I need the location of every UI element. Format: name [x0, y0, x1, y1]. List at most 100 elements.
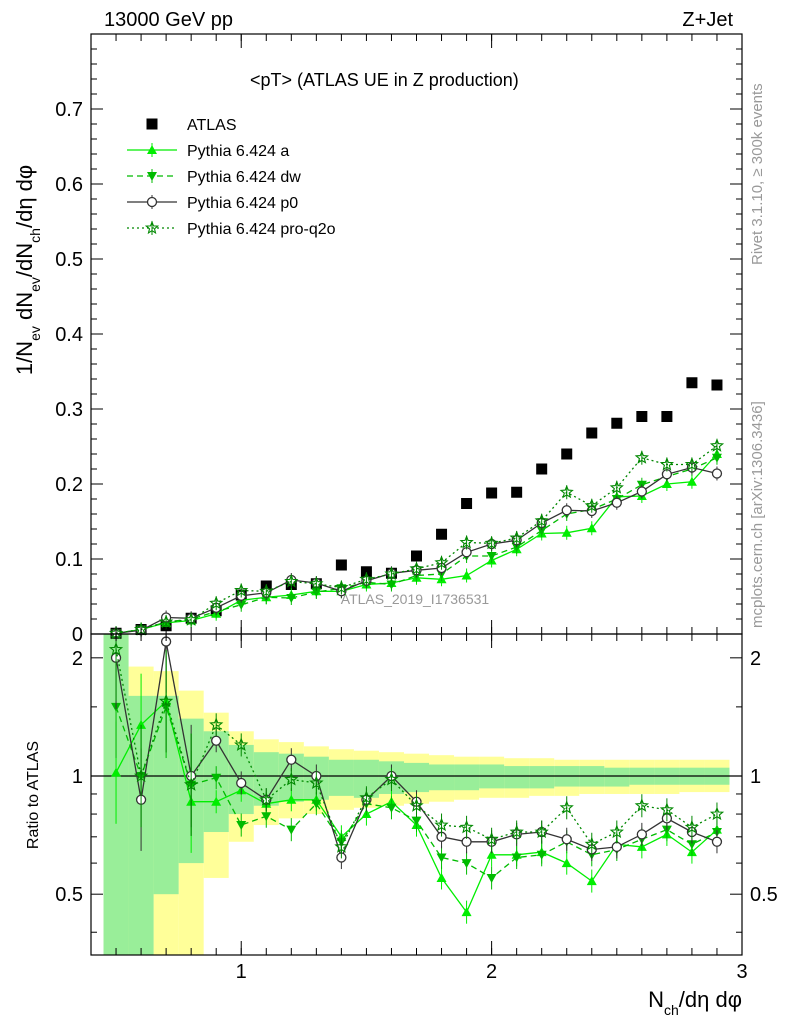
ratio-point-pythia-6-424-pro-q2o	[484, 831, 499, 846]
ratio-point-pythia-6-424-a	[486, 849, 497, 859]
ratio-point-pythia-6-424-dw	[386, 803, 397, 813]
main-point-pythia-6-424-pro-q2o	[684, 457, 700, 471]
ratio-point-pythia-6-424-a	[136, 719, 147, 729]
main-point-pythia-6-424-pro-q2o	[634, 450, 650, 464]
main-point-atlas	[486, 487, 498, 499]
main-point-atlas	[711, 379, 723, 391]
ratio-point-pythia-6-424-pro-q2o	[384, 772, 399, 786]
main-point-pythia-6-424-dw	[486, 552, 497, 561]
ratio-point-pythia-6-424-p0	[236, 777, 247, 789]
ratio-point-pythia-6-424-pro-q2o	[108, 642, 124, 656]
ratio-point-pythia-6-424-pro-q2o	[284, 772, 299, 786]
ratio-point-pythia-6-424-p0	[636, 829, 647, 840]
main-y-tick-label: 0	[72, 624, 83, 646]
ratio-point-pythia-6-424-pro-q2o	[684, 819, 700, 834]
legend-label-pythia-6-424-a: Pythia 6.424 a	[187, 143, 289, 160]
header-right: Z+Jet	[682, 9, 733, 31]
main-point-atlas	[360, 566, 372, 578]
main-point-atlas	[461, 498, 473, 509]
ratio-point-pythia-6-424-pro-q2o	[359, 790, 374, 804]
ratio-point-pythia-6-424-pro-q2o	[183, 777, 199, 791]
main-point-pythia-6-424-pro-q2o	[284, 573, 299, 588]
main-y-tick-label: 0.1	[55, 549, 83, 571]
main-point-pythia-6-424-dw	[711, 453, 722, 463]
main-point-atlas	[411, 550, 422, 562]
ratio-point-pythia-6-424-pro-q2o	[634, 798, 650, 812]
ratio-band-inner	[454, 764, 480, 791]
main-point-pythia-6-424-pro-q2o	[609, 480, 624, 494]
ratio-point-pythia-6-424-p0	[286, 754, 297, 765]
main-point-atlas	[511, 486, 523, 498]
ratio-point-pythia-6-424-a	[111, 767, 122, 777]
ratio-point-pythia-6-424-pro-q2o	[534, 824, 549, 839]
ratio-point-pythia-6-424-dw	[411, 816, 422, 826]
ratio-y-axis-title: Ratio to ATLAS	[25, 741, 42, 849]
main-point-pythia-6-424-dw	[536, 526, 547, 536]
mcplots-label: mcplots.cern.ch [arXiv:1306.3436]	[749, 401, 766, 628]
ratio-point-pythia-6-424-pro-q2o	[609, 824, 624, 839]
main-point-pythia-6-424-pro-q2o	[484, 535, 499, 550]
ratio-y-tick-label: 1	[72, 766, 83, 788]
ratio-y-tick-label-right: 1	[750, 766, 761, 788]
main-point-pythia-6-424-p0	[611, 497, 622, 508]
main-point-atlas	[335, 559, 347, 571]
ratio-point-pythia-6-424-dw	[286, 825, 297, 835]
main-point-pythia-6-424-pro-q2o	[709, 438, 725, 452]
x-tick-label: 3	[736, 961, 747, 983]
ratio-point-pythia-6-424-a	[586, 876, 597, 886]
main-point-pythia-6-424-pro-q2o	[534, 513, 549, 527]
main-point-pythia-6-424-pro-q2o	[334, 579, 349, 594]
rivet-label: Rivet 3.1.10, ≥ 300k events	[749, 83, 766, 265]
main-point-pythia-6-424-dw	[311, 588, 322, 597]
ratio-point-pythia-6-424-p0	[711, 836, 723, 847]
ratio-point-pythia-6-424-dw	[211, 773, 222, 783]
ratio-band-inner	[429, 764, 455, 791]
ratio-band-inner	[504, 766, 530, 789]
ratio-point-pythia-6-424-dw	[436, 853, 447, 863]
ratio-point-pythia-6-424-a	[211, 796, 222, 806]
main-point-pythia-6-424-p0	[561, 505, 572, 516]
ratio-band-inner	[328, 759, 354, 796]
ratio-point-pythia-6-424-pro-q2o	[434, 817, 449, 832]
x-tick-label: 1	[236, 961, 247, 983]
legend-marker-pythia-6-424-dw	[147, 172, 157, 181]
main-y-axis-title: 1/Nev dNev/dNch/dη dφ	[12, 165, 43, 375]
ratio-point-pythia-6-424-pro-q2o	[133, 768, 149, 783]
main-point-pythia-6-424-dw	[511, 543, 522, 552]
main-y-tick-label: 0.7	[55, 99, 83, 121]
ratio-point-pythia-6-424-dw	[461, 859, 472, 869]
ratio-point-pythia-6-424-pro-q2o	[158, 693, 174, 708]
main-point-pythia-6-424-pro-q2o	[209, 595, 224, 610]
legend-label-atlas: ATLAS	[187, 117, 237, 134]
ratio-point-pythia-6-424-p0	[561, 834, 572, 845]
main-point-pythia-6-424-pro-q2o	[183, 612, 199, 626]
main-point-pythia-6-424-a	[686, 476, 697, 486]
main-point-pythia-6-424-a	[561, 527, 572, 537]
ratio-point-pythia-6-424-p0	[611, 841, 622, 853]
ratio-point-pythia-6-424-pro-q2o	[559, 800, 574, 814]
main-point-pythia-6-424-pro-q2o	[409, 561, 424, 575]
main-y-tick-label: 0.2	[55, 474, 83, 496]
main-point-atlas	[661, 411, 673, 422]
legend-marker-pythia-6-424-a	[147, 145, 157, 154]
main-point-pythia-6-424-pro-q2o	[158, 614, 174, 629]
main-point-pythia-6-424-dw	[236, 600, 247, 610]
ratio-point-pythia-6-424-p0	[211, 735, 222, 746]
main-point-pythia-6-424-pro-q2o	[659, 456, 675, 471]
ratio-y-tick-label-right: 0.5	[750, 884, 778, 906]
ratio-y-tick-label: 2	[72, 648, 83, 670]
main-y-tick-label: 0.6	[55, 174, 83, 196]
main-point-pythia-6-424-p0	[711, 468, 723, 479]
main-point-pythia-6-424-p0	[636, 486, 647, 497]
ratio-point-pythia-6-424-pro-q2o	[409, 798, 424, 812]
main-point-pythia-6-424-a	[586, 523, 597, 533]
ratio-y-tick-label-right: 2	[750, 648, 761, 670]
main-point-pythia-6-424-pro-q2o	[584, 498, 599, 512]
header-left: 13000 GeV pp	[104, 9, 233, 31]
legend-label-pythia-6-424-dw: Pythia 6.424 dw	[187, 169, 301, 186]
ratio-point-pythia-6-424-pro-q2o	[459, 819, 474, 834]
main-point-pythia-6-424-pro-q2o	[259, 583, 274, 598]
legend-marker-atlas	[146, 118, 158, 130]
ratio-point-pythia-6-424-dw	[536, 850, 547, 860]
